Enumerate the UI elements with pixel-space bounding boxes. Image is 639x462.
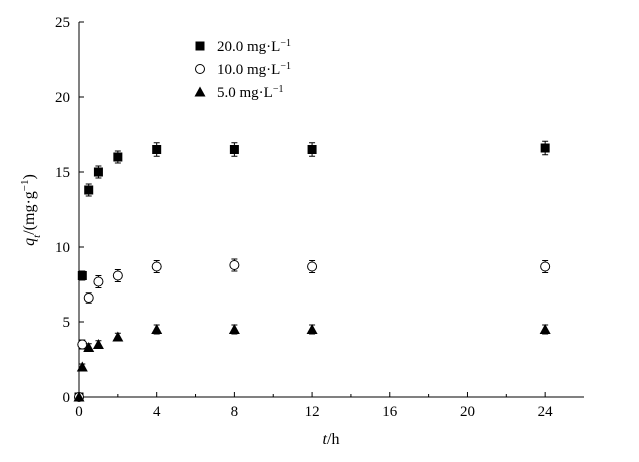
point-triangle <box>112 331 124 342</box>
point-square <box>77 271 87 280</box>
x-tick-label: 4 <box>153 404 161 420</box>
point-triangle <box>539 324 551 334</box>
y-axis-unit: /(mg·g <box>21 191 38 235</box>
x-axis-var: t <box>323 431 328 448</box>
point-square <box>307 145 317 154</box>
x-tick-label: 20 <box>460 404 475 420</box>
point-circle <box>540 261 551 272</box>
ticks: 0 4 8 12 16 20 24 0 5 10 15 20 25 <box>55 15 553 420</box>
x-tick-label: 12 <box>305 404 320 420</box>
point-triangle <box>228 324 240 334</box>
point-circle <box>307 261 318 272</box>
y-tick-label: 10 <box>55 240 70 256</box>
point-circle <box>151 261 162 272</box>
x-tick-label: 0 <box>75 404 83 420</box>
legend: 20.0 mg·L−1 10.0 mg·L−1 5.0 mg·L−1 <box>194 38 291 102</box>
y-tick-label: 20 <box>55 90 70 106</box>
point-circle <box>83 293 94 303</box>
x-tick-label: 24 <box>538 404 554 420</box>
point-triangle <box>76 361 88 372</box>
data-points <box>73 140 551 402</box>
legend-label: 5.0 mg·L−1 <box>217 84 283 102</box>
x-tick-label: 16 <box>382 404 398 420</box>
series-3 <box>73 324 551 402</box>
y-tick-label: 0 <box>63 390 71 406</box>
legend-marker <box>194 86 206 97</box>
point-triangle <box>73 391 85 402</box>
legend-label: 20.0 mg·L−1 <box>217 38 291 56</box>
point-triangle <box>151 324 163 334</box>
y-tick-label: 15 <box>55 165 70 181</box>
point-square <box>113 152 123 162</box>
x-axis-unit: /h <box>327 431 339 448</box>
point-square <box>540 143 550 153</box>
point-triangle <box>306 324 318 334</box>
point-square <box>84 185 94 195</box>
y-axis-sup: −1 <box>19 180 31 192</box>
point-circle <box>77 339 88 350</box>
y-tick-label: 25 <box>55 15 70 31</box>
point-triangle <box>92 339 104 349</box>
point-square <box>229 145 239 154</box>
legend-marker <box>195 64 205 74</box>
y-axis-sub: t <box>31 234 43 238</box>
point-triangle <box>83 342 95 352</box>
point-circle <box>112 270 123 281</box>
legend-label: 10.0 mg·L−1 <box>217 61 291 79</box>
point-square <box>152 145 162 154</box>
y-axis-var: q <box>21 238 38 246</box>
axes <box>78 22 584 398</box>
x-tick-label: 8 <box>231 404 239 420</box>
point-square <box>93 167 103 177</box>
y-axis-title: qt/(mg·g−1) <box>19 174 43 246</box>
x-axis-title: t/h <box>323 431 340 448</box>
y-axis-close: ) <box>21 174 38 179</box>
legend-marker <box>195 41 205 51</box>
y-tick-label: 5 <box>63 315 71 331</box>
point-circle <box>93 276 104 287</box>
point-circle <box>229 260 240 270</box>
